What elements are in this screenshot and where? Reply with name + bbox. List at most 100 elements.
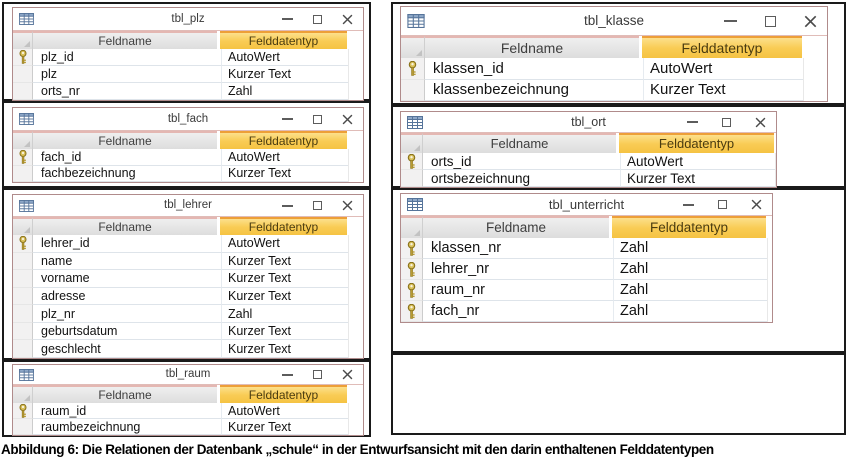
feldname-header[interactable]: Feldname (33, 31, 217, 49)
field-type[interactable]: Kurzer Text (221, 165, 348, 182)
field-row[interactable]: lehrer_id AutoWert (13, 235, 363, 253)
row-selector-header[interactable] (401, 216, 423, 238)
row-selector[interactable] (401, 170, 423, 187)
row-selector-header[interactable] (13, 217, 33, 235)
field-row[interactable]: fach_id AutoWert (13, 149, 363, 166)
field-row[interactable]: adresse Kurzer Text (13, 287, 363, 306)
feldname-header[interactable]: Feldname (33, 131, 217, 149)
field-name[interactable]: lehrer_nr (423, 259, 613, 280)
field-type[interactable]: Zahl (613, 280, 767, 301)
row-selector[interactable] (401, 79, 425, 101)
field-name[interactable]: name (33, 253, 221, 271)
field-type[interactable]: AutoWert (221, 149, 348, 166)
field-type[interactable]: Zahl (613, 238, 767, 259)
window-titlebar[interactable]: tbl_plz (13, 8, 363, 31)
maximize-icon[interactable] (722, 117, 731, 127)
field-type[interactable]: AutoWert (620, 153, 775, 170)
close-icon[interactable] (751, 199, 762, 210)
row-selector[interactable] (401, 153, 423, 170)
field-row[interactable]: fachbezeichnung Kurzer Text (13, 165, 363, 182)
feldname-header[interactable]: Feldname (423, 133, 616, 153)
close-icon[interactable] (755, 117, 766, 128)
field-row[interactable]: klassen_nr Zahl (401, 238, 772, 259)
field-type[interactable]: AutoWert (221, 235, 348, 253)
window-titlebar[interactable]: tbl_unterricht (401, 194, 772, 216)
field-type[interactable]: AutoWert (643, 58, 803, 80)
row-selector[interactable] (401, 58, 425, 80)
row-selector[interactable] (401, 238, 423, 259)
field-name[interactable]: vorname (33, 270, 221, 288)
field-type[interactable]: Kurzer Text (221, 270, 348, 288)
row-selector[interactable] (13, 165, 33, 182)
row-selector-header[interactable] (13, 385, 33, 403)
feldname-header[interactable]: Feldname (33, 385, 217, 403)
row-selector[interactable] (401, 280, 423, 301)
field-name[interactable]: raum_nr (423, 280, 613, 301)
maximize-icon[interactable] (718, 200, 727, 209)
field-row[interactable]: geburtsdatum Kurzer Text (13, 322, 363, 341)
field-type[interactable]: Kurzer Text (221, 340, 348, 359)
felddatentyp-header[interactable]: Felddatentyp (220, 217, 347, 235)
window-titlebar[interactable]: tbl_lehrer (13, 195, 363, 217)
field-name[interactable]: raumbezeichnung (33, 419, 221, 435)
field-row[interactable]: ortsbezeichnung Kurzer Text (401, 170, 776, 187)
row-selector-header[interactable] (401, 133, 423, 153)
field-type[interactable]: Kurzer Text (620, 170, 775, 187)
field-type[interactable]: Kurzer Text (221, 287, 348, 306)
maximize-icon[interactable] (313, 14, 322, 24)
field-name[interactable]: orts_nr (33, 83, 221, 100)
maximize-icon[interactable] (313, 114, 322, 124)
field-type[interactable]: Zahl (221, 83, 348, 100)
field-type[interactable]: Kurzer Text (643, 79, 803, 101)
field-row[interactable]: plz_id AutoWert (13, 49, 363, 66)
feldname-header[interactable]: Feldname (33, 217, 217, 235)
field-name[interactable]: raum_id (33, 403, 221, 419)
minimize-icon[interactable] (687, 121, 698, 123)
row-selector[interactable] (401, 259, 423, 280)
field-name[interactable]: ortsbezeichnung (423, 170, 620, 187)
field-type[interactable]: Zahl (221, 305, 348, 323)
field-name[interactable]: geburtsdatum (33, 323, 221, 341)
field-row[interactable]: orts_id AutoWert (401, 153, 776, 170)
minimize-icon[interactable] (683, 203, 694, 206)
felddatentyp-header[interactable]: Felddatentyp (642, 36, 802, 58)
close-icon[interactable] (342, 200, 353, 211)
field-name[interactable]: klassen_id (425, 58, 643, 80)
field-name[interactable]: plz_nr (33, 305, 221, 323)
field-name[interactable]: orts_id (423, 153, 620, 170)
field-row[interactable]: raumbezeichnung Kurzer Text (13, 419, 363, 435)
felddatentyp-header[interactable]: Felddatentyp (220, 131, 347, 149)
minimize-icon[interactable] (282, 373, 293, 376)
window-titlebar[interactable]: tbl_klasse (401, 7, 827, 36)
feldname-header[interactable]: Feldname (425, 36, 639, 58)
field-name[interactable]: adresse (33, 288, 221, 306)
field-name[interactable]: lehrer_id (33, 235, 221, 253)
maximize-icon[interactable] (313, 201, 322, 210)
field-row[interactable]: klassen_id AutoWert (401, 58, 827, 80)
row-selector[interactable] (13, 66, 33, 83)
field-row[interactable]: raum_nr Zahl (401, 280, 772, 301)
close-icon[interactable] (804, 15, 817, 28)
row-selector[interactable] (13, 49, 33, 66)
field-name[interactable]: klassenbezeichnung (425, 80, 643, 101)
maximize-icon[interactable] (765, 15, 776, 27)
window-titlebar[interactable]: tbl_ort (401, 112, 776, 133)
field-name[interactable]: geschlecht (33, 340, 221, 359)
field-name[interactable]: plz_id (33, 49, 221, 66)
row-selector-header[interactable] (13, 131, 33, 149)
minimize-icon[interactable] (282, 18, 293, 20)
field-name[interactable]: fach_nr (423, 301, 613, 322)
row-selector[interactable] (13, 252, 33, 271)
field-name[interactable]: klassen_nr (423, 238, 613, 259)
maximize-icon[interactable] (313, 370, 322, 379)
field-row[interactable]: orts_nr Zahl (13, 83, 363, 100)
field-type[interactable]: Zahl (613, 301, 767, 322)
felddatentyp-header[interactable]: Felddatentyp (612, 216, 766, 238)
field-row[interactable]: raum_id AutoWert (13, 403, 363, 419)
field-type[interactable]: AutoWert (221, 49, 348, 66)
felddatentyp-header[interactable]: Felddatentyp (619, 133, 774, 153)
field-row[interactable]: fach_nr Zahl (401, 301, 772, 322)
field-type[interactable]: AutoWert (221, 403, 348, 419)
row-selector-header[interactable] (401, 36, 425, 58)
row-selector[interactable] (13, 419, 33, 435)
